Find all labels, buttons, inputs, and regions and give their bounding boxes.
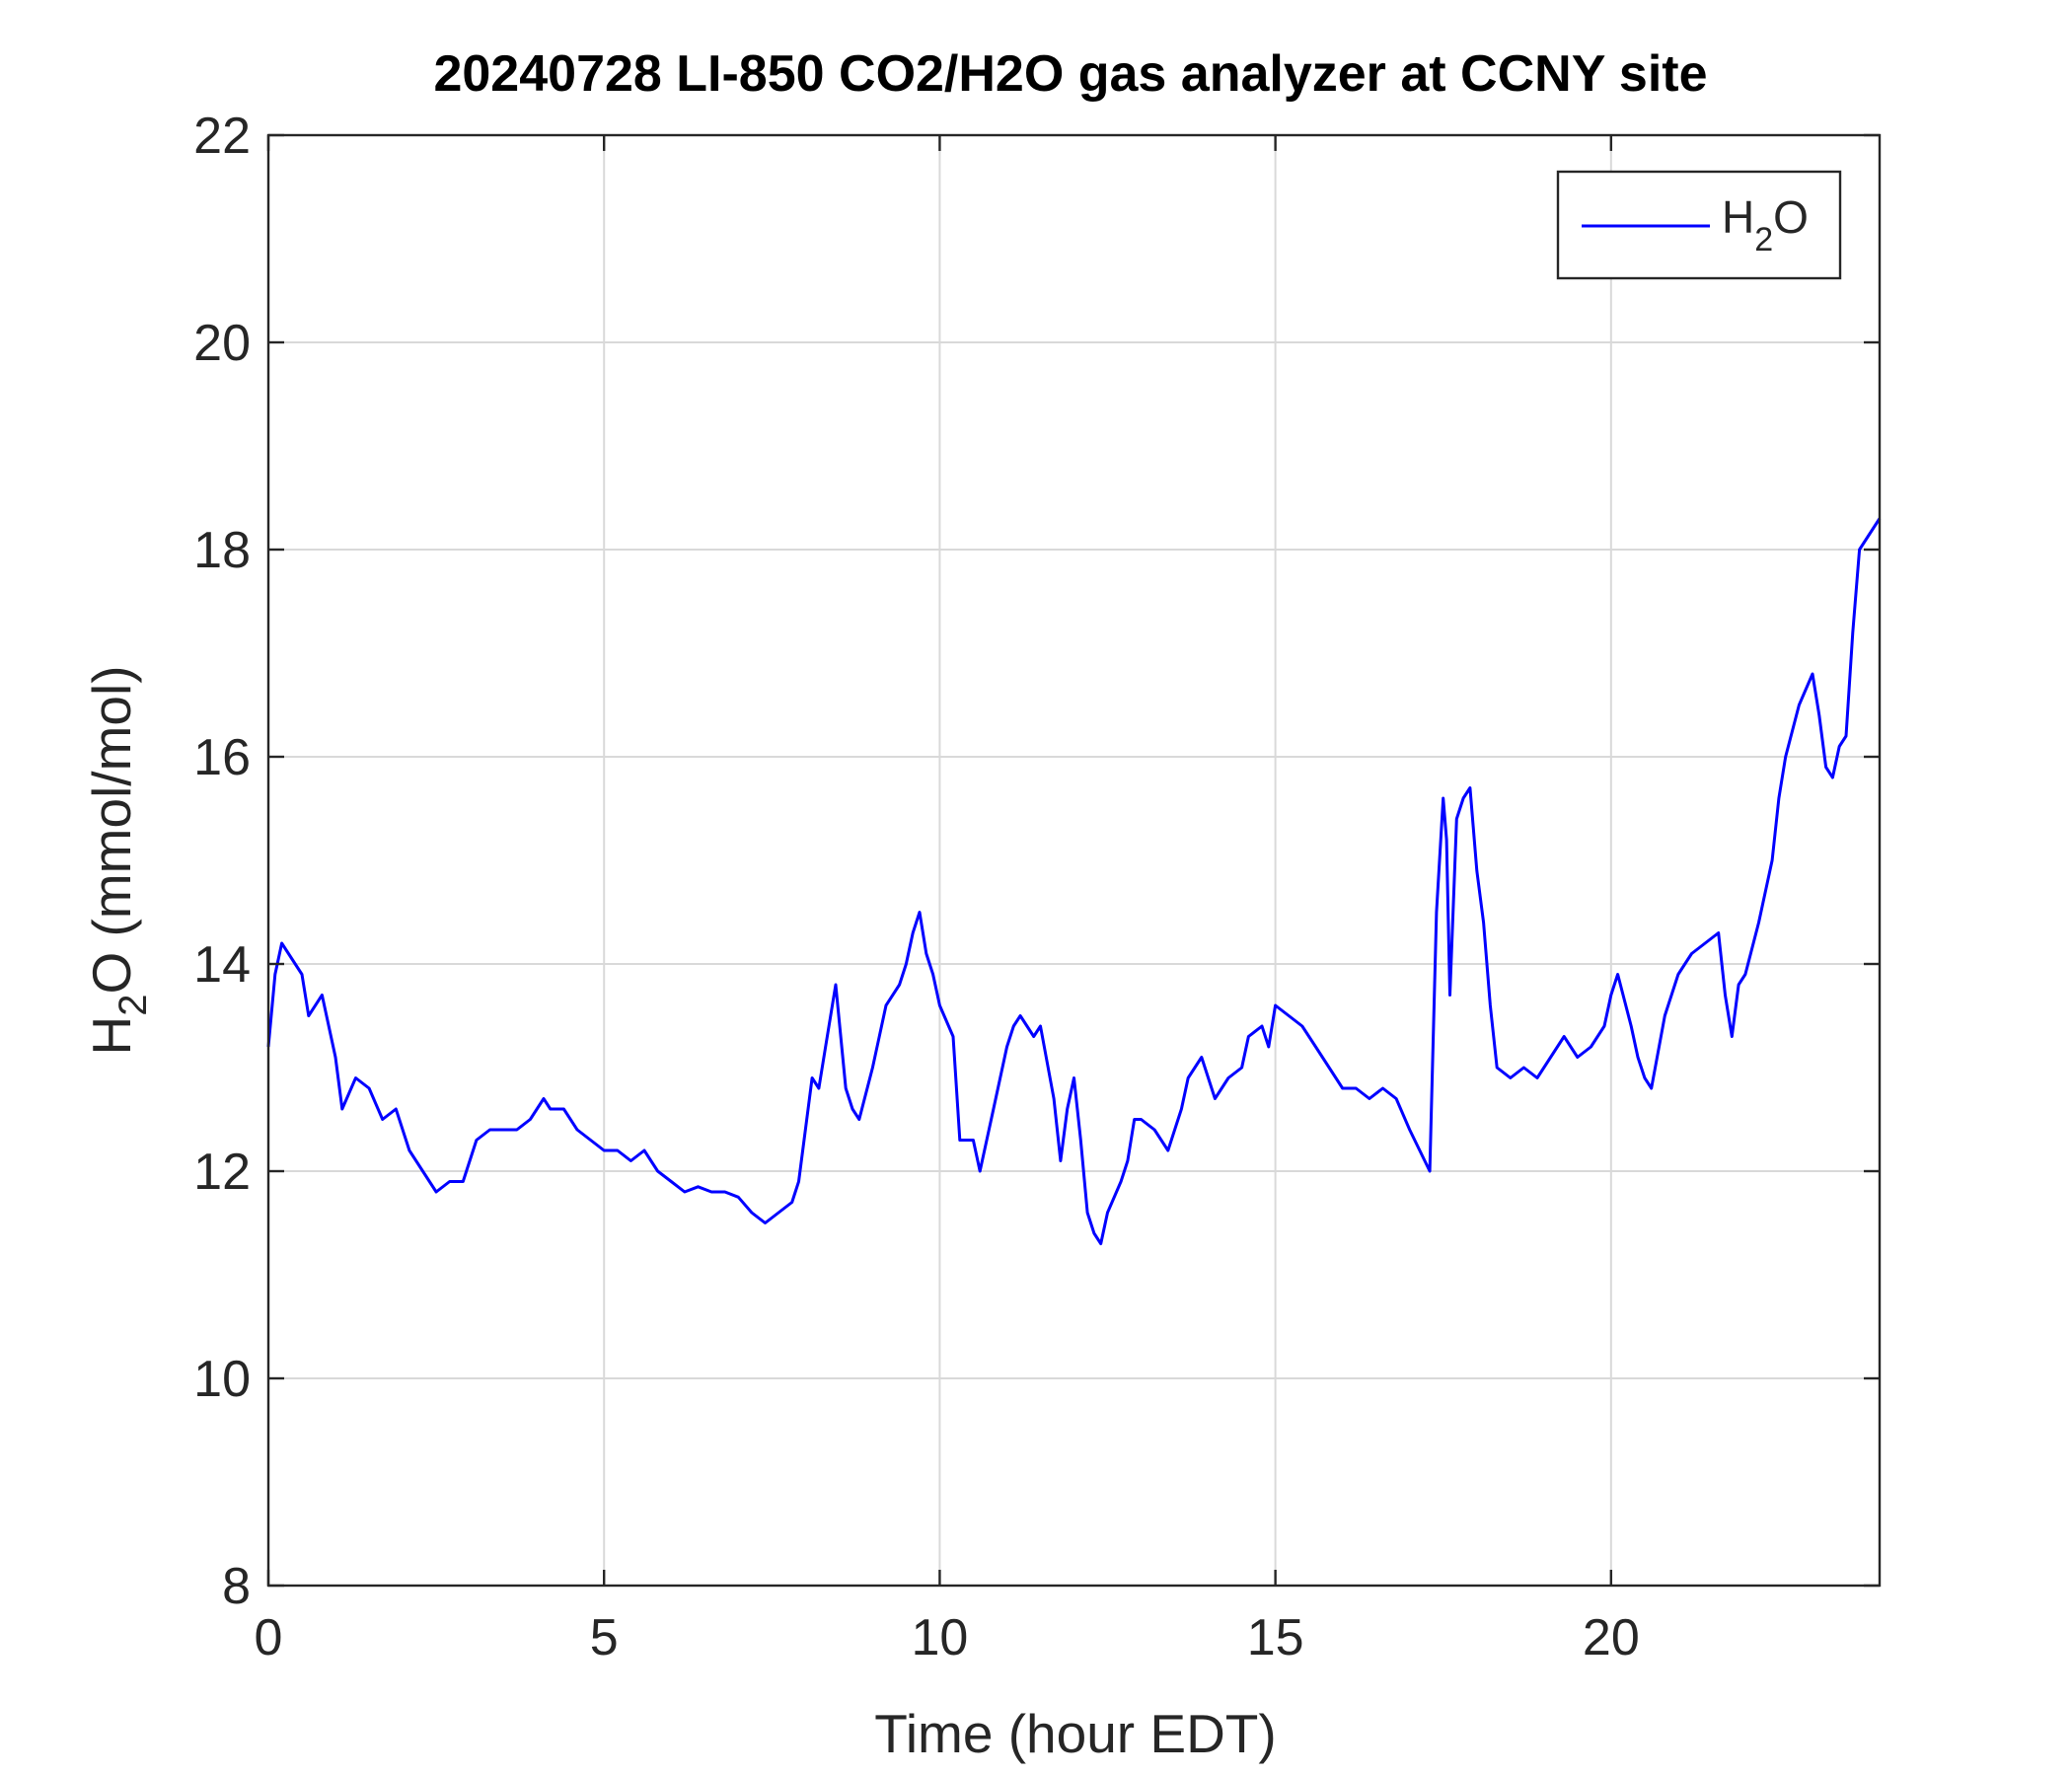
y-tick-label: 14 — [193, 936, 251, 994]
series-line-h2o — [266, 517, 1882, 1245]
plot-series — [266, 517, 1882, 1245]
legend-label-subscript: 2 — [1754, 221, 1773, 259]
chart-title: 20240728 LI-850 CO2/H2O gas analyzer at … — [433, 45, 1707, 103]
x-tick-label: 10 — [911, 1609, 968, 1666]
legend-label-rest: O — [1773, 191, 1809, 243]
y-axis-label-subscript: 2 — [111, 995, 155, 1016]
y-axis-label-rest: O (mmol/mol) — [81, 665, 142, 994]
legend-label-h2o: H2O — [1722, 191, 1809, 259]
legend: H2O — [1556, 170, 1842, 280]
gridlines — [268, 135, 1880, 1586]
x-tick-label: 20 — [1583, 1609, 1640, 1666]
y-tick-label: 8 — [222, 1558, 251, 1615]
y-tick-label: 18 — [193, 522, 251, 579]
x-tick-label: 0 — [255, 1609, 283, 1666]
x-tick-label: 5 — [590, 1609, 619, 1666]
y-tick-label: 10 — [193, 1351, 251, 1408]
x-axis-label: Time (hour EDT) — [874, 1703, 1276, 1764]
y-axis-label-base: H — [81, 1016, 142, 1056]
y-tick-label: 12 — [193, 1144, 251, 1201]
x-tick-label: 15 — [1247, 1609, 1304, 1666]
plot-area — [268, 135, 1880, 1586]
axis-ticks: 0 5 10 15 20 8 10 12 14 16 18 20 22 — [193, 108, 1880, 1666]
y-tick-label: 16 — [193, 729, 251, 786]
legend-label-base: H — [1722, 191, 1754, 243]
y-tick-label: 20 — [193, 315, 251, 372]
axes-box — [266, 133, 1882, 1588]
y-tick-label: 22 — [193, 108, 251, 165]
y-axis-label: H2O (mmol/mol) — [81, 665, 155, 1055]
